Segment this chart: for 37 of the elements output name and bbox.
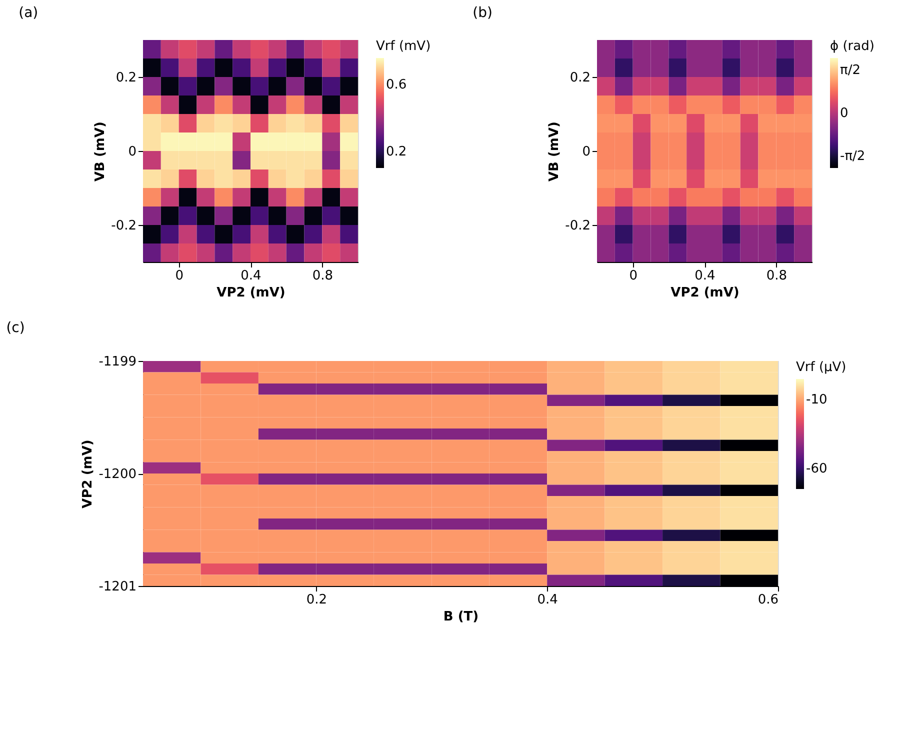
y-tick-label: 0.2 xyxy=(116,70,136,86)
y-axis-title: VB (mV) xyxy=(93,122,108,182)
x-tick-label: 0.6 xyxy=(758,592,778,608)
color-bar-label: -10 xyxy=(806,392,828,408)
color-bar-label: -π/2 xyxy=(840,149,866,164)
y-axis-title: VP2 (mV) xyxy=(80,440,96,508)
x-tick-label: 0 xyxy=(629,268,638,284)
color-bar-title: Vrf (mV) xyxy=(376,39,431,54)
y-tick-label: -0.2 xyxy=(565,218,590,234)
x-tick-label: 0.8 xyxy=(312,268,334,284)
color-bar-label: -60 xyxy=(806,461,828,476)
color-bar-title: Vrf (µV) xyxy=(796,360,846,375)
y-tick-label: 0 xyxy=(128,144,136,160)
x-tick-label: 0.4 xyxy=(240,268,262,284)
y-tick-label: -1201 xyxy=(98,580,136,594)
x-tick-label: 0.4 xyxy=(694,268,716,284)
y-axis-title: VB (mV) xyxy=(547,122,562,182)
x-tick-label: 0.2 xyxy=(306,592,328,608)
y-tick-label: -1200 xyxy=(98,467,136,482)
text: (a) xyxy=(18,5,38,21)
y-tick-label: -0.2 xyxy=(111,218,136,234)
x-axis-title: VP2 (mV) xyxy=(216,286,286,300)
color-bar-label: π/2 xyxy=(840,62,860,78)
y-tick-label: 0.2 xyxy=(570,70,590,86)
color-bar-label: 0.6 xyxy=(386,78,407,93)
y-tick-label: -1199 xyxy=(98,354,136,370)
x-axis-title: VP2 (mV) xyxy=(670,286,740,300)
x-tick-label: 0 xyxy=(175,268,184,284)
x-tick-label: 0.8 xyxy=(766,268,788,284)
color-bar-label: 0 xyxy=(840,106,848,121)
color-bar-title: ϕ (rad) xyxy=(830,39,874,54)
x-axis-title: B (T) xyxy=(443,610,479,624)
x-tick-label: 0.4 xyxy=(537,592,558,608)
text: (c) xyxy=(6,320,25,336)
y-tick-label: 0 xyxy=(582,144,590,160)
color-bar-label: 0.2 xyxy=(386,144,407,160)
text: (b) xyxy=(472,5,492,21)
